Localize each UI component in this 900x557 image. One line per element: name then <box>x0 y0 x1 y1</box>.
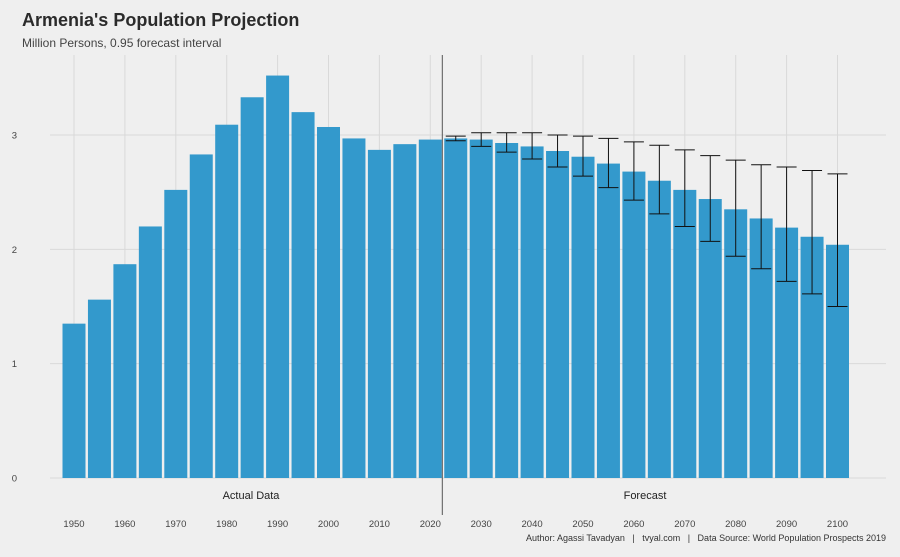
x-tick-label: 2060 <box>623 519 644 530</box>
x-tick-label: 1990 <box>267 519 288 530</box>
y-tick-label: 2 <box>12 245 17 256</box>
bar <box>189 154 213 479</box>
bar <box>647 180 671 478</box>
bar <box>800 236 824 478</box>
bar <box>495 143 519 478</box>
bar <box>215 124 239 479</box>
x-tick-label: 2050 <box>572 519 593 530</box>
y-tick-label: 3 <box>12 131 17 142</box>
x-tick-label: 1960 <box>114 519 135 530</box>
x-tick-label: 2030 <box>471 519 492 530</box>
x-tick-label: 2100 <box>827 519 848 530</box>
bar <box>342 138 366 478</box>
y-tick-label: 1 <box>12 359 17 370</box>
x-tick-label: 2040 <box>522 519 543 530</box>
x-tick-label: 1950 <box>63 519 84 530</box>
bar <box>138 226 162 478</box>
bar <box>444 138 468 478</box>
bar <box>113 264 137 478</box>
bar <box>546 151 570 479</box>
x-tick-label: 1980 <box>216 519 237 530</box>
bar <box>418 139 442 478</box>
bar <box>698 199 722 478</box>
bar <box>469 139 493 478</box>
bar <box>775 227 799 478</box>
x-tick-label: 2000 <box>318 519 339 530</box>
bar <box>317 126 340 478</box>
bar <box>393 144 417 478</box>
bar <box>62 323 86 478</box>
chart-caption: Author: Agassi Tavadyan | tvyal.com | Da… <box>525 533 886 543</box>
x-tick-label: 2020 <box>420 519 441 530</box>
bar <box>571 156 595 478</box>
bar <box>673 189 697 478</box>
x-tick-label: 2090 <box>776 519 797 530</box>
x-tick-label: 2070 <box>674 519 695 530</box>
bar <box>596 163 620 479</box>
x-tick-label: 2080 <box>725 519 746 530</box>
bar <box>367 149 391 478</box>
chart-subtitle: Million Persons, 0.95 forecast interval <box>22 36 222 50</box>
annotation-actual-data: Actual Data <box>223 490 281 502</box>
bar <box>87 299 111 478</box>
bar <box>724 209 748 479</box>
bar <box>291 112 315 478</box>
bar <box>622 171 646 478</box>
bar <box>826 244 849 478</box>
bar <box>749 218 773 479</box>
x-tick-label: 1970 <box>165 519 186 530</box>
chart-title: Armenia's Population Projection <box>22 10 300 30</box>
annotation-forecast: Forecast <box>624 490 667 502</box>
x-tick-label: 2010 <box>369 519 390 530</box>
bar <box>520 146 544 478</box>
bar <box>164 189 188 478</box>
bar <box>266 75 290 479</box>
bar <box>240 97 264 479</box>
y-tick-label: 0 <box>12 474 17 485</box>
